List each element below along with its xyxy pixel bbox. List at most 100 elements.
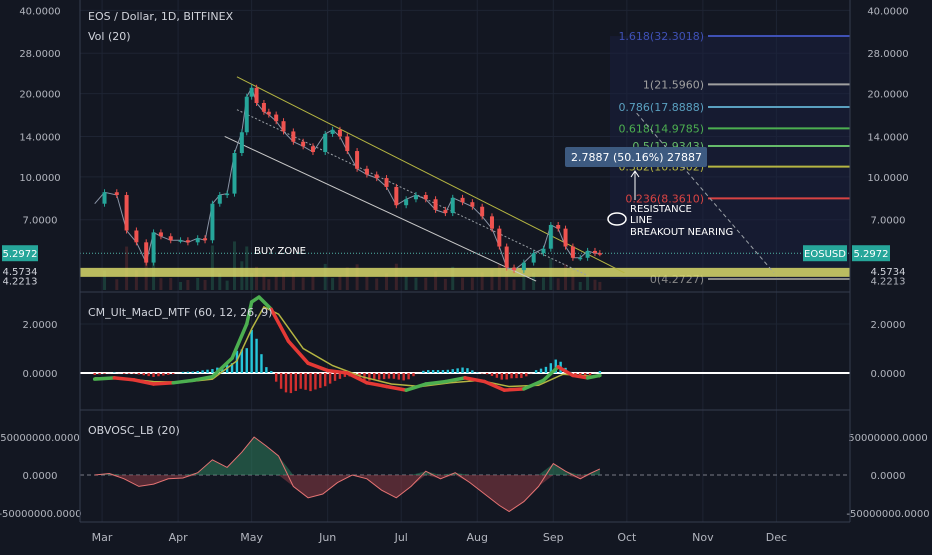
volume-bar xyxy=(267,279,270,290)
obv-right-tick: 0.0000 xyxy=(871,471,906,482)
price-candle xyxy=(274,115,278,122)
macd-histogram-bar xyxy=(94,373,96,375)
price-candle xyxy=(311,146,315,152)
macd-histogram-bar xyxy=(197,371,199,373)
macd-histogram-bar xyxy=(270,371,272,373)
price-candle xyxy=(250,88,254,97)
macd-histogram-bar xyxy=(167,373,169,375)
price-candle xyxy=(262,103,266,112)
macd-histogram-bar xyxy=(466,368,468,373)
price-candle xyxy=(434,199,438,210)
price-candle xyxy=(394,187,398,205)
macd-histogram-bar xyxy=(402,373,404,380)
x-tick-label: Sep xyxy=(543,531,564,544)
fib-level-label: 0.618(14.9785) xyxy=(618,122,704,135)
price-candle xyxy=(470,202,474,207)
x-tick-label: May xyxy=(240,531,263,544)
volume-bar xyxy=(405,276,408,290)
volume-bar xyxy=(324,264,327,290)
macd-histogram-bar xyxy=(255,339,257,373)
macd-label: CM_Ult_MacD_MTF (60, 12, 26, 9) xyxy=(88,306,272,319)
price-candle xyxy=(556,225,560,229)
price-candle xyxy=(365,169,369,175)
macd-histogram-bar xyxy=(398,373,400,380)
price-candle xyxy=(443,210,447,213)
macd-histogram-bar xyxy=(589,373,591,375)
macd-histogram-bar xyxy=(476,372,478,373)
price-candle xyxy=(152,232,156,262)
price-candle xyxy=(203,238,207,240)
x-tick-label: Jul xyxy=(394,531,408,544)
price-candle xyxy=(512,268,516,271)
price-candle xyxy=(404,199,408,205)
macd-histogram-bar xyxy=(427,370,429,373)
volume-bar xyxy=(375,278,378,290)
left-price-tick: 14.0000 xyxy=(19,132,60,143)
price-candle xyxy=(115,192,119,195)
price-candle xyxy=(267,112,271,115)
macd-histogram-bar xyxy=(265,367,267,373)
price-candle xyxy=(144,242,148,262)
macd-histogram-bar xyxy=(206,370,208,373)
macd-histogram-bar xyxy=(452,369,454,373)
left-current-price-badge: 5.2972 xyxy=(3,249,38,260)
right-price-tick: 28.0000 xyxy=(867,49,908,60)
volume-bar xyxy=(169,278,172,290)
macd-histogram-bar xyxy=(250,330,252,373)
macd-histogram-bar xyxy=(103,373,105,374)
price-candle xyxy=(564,229,568,247)
macd-histogram-bar xyxy=(300,373,302,389)
obv-label: OBVOSC_LB (20) xyxy=(88,424,180,437)
macd-histogram-bar xyxy=(285,373,287,392)
macd-right-tick: 0.0000 xyxy=(871,369,906,380)
left-low-label: 4.2213 xyxy=(3,276,38,287)
volume-bar xyxy=(365,276,368,290)
price-candle xyxy=(338,130,342,137)
macd-histogram-bar xyxy=(599,371,601,373)
right-price-tick: 20.0000 xyxy=(867,90,908,101)
x-tick-label: Apr xyxy=(169,531,189,544)
price-candle xyxy=(522,263,526,271)
price-candle xyxy=(490,216,494,228)
left-price-tick: 7.0000 xyxy=(23,216,58,227)
macd-line-segment xyxy=(114,378,134,380)
macd-line-segment xyxy=(328,371,348,373)
left-price-tick: 28.0000 xyxy=(19,49,60,60)
volume-bar xyxy=(226,281,229,290)
macd-histogram-bar xyxy=(290,373,292,393)
macd-histogram-bar xyxy=(520,373,522,378)
macd-histogram-bar xyxy=(98,373,100,374)
price-candle xyxy=(375,175,379,179)
volume-bar xyxy=(471,277,474,290)
volume-bar xyxy=(311,276,314,290)
obv-left-tick: 0.0000 xyxy=(23,471,58,482)
macd-histogram-bar xyxy=(143,373,145,375)
price-candle xyxy=(159,232,163,236)
volume-bar xyxy=(275,275,278,290)
x-tick-label: Nov xyxy=(692,531,714,544)
price-candle xyxy=(480,207,484,217)
left-price-tick: 40.0000 xyxy=(19,6,60,17)
macd-histogram-bar xyxy=(510,373,512,378)
obv-left-tick: -50000000.0000 xyxy=(0,509,82,520)
macd-histogram-bar xyxy=(187,372,189,373)
macd-histogram-bar xyxy=(393,373,395,379)
price-candle xyxy=(345,136,349,151)
macd-histogram-bar xyxy=(172,373,174,374)
price-candle xyxy=(571,247,575,258)
volume-bar xyxy=(204,280,207,290)
price-candle xyxy=(232,153,236,194)
price-candle xyxy=(245,97,249,133)
macd-histogram-bar xyxy=(329,373,331,384)
buy-zone-label: BUY ZONE xyxy=(254,246,306,257)
macd-histogram-bar xyxy=(447,370,449,373)
breakout-label: BREAKOUT NEARING xyxy=(630,227,733,238)
left-price-tick: 20.0000 xyxy=(19,90,60,101)
right-buy-zone-label: 4.5734 xyxy=(871,267,906,278)
volume-bar xyxy=(557,278,560,290)
macd-right-tick: 2.0000 xyxy=(871,320,906,331)
volume-bar xyxy=(302,277,305,290)
price-candle xyxy=(414,195,418,199)
